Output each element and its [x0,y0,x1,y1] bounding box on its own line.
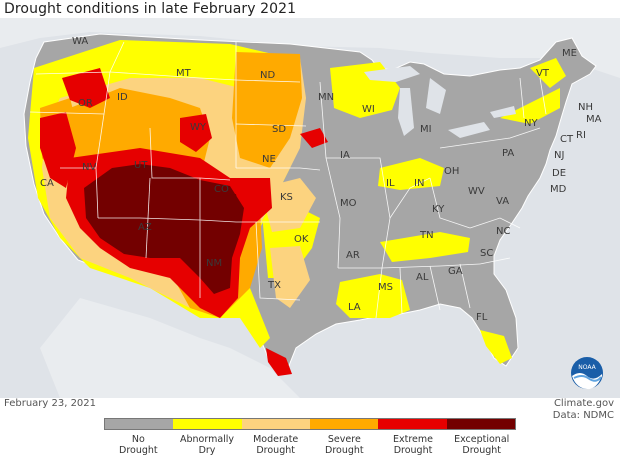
great-lakes [364,66,516,138]
state-label-pa: PA [502,148,514,159]
state-label-oh: OH [444,166,459,177]
state-label-tn: TN [419,230,434,241]
state-label-wi: WI [362,104,375,115]
legend-swatch-extreme [378,419,447,429]
legend-swatch-moderate [241,419,310,429]
svg-text:NOAA: NOAA [578,364,596,371]
state-label-nc: NC [496,226,510,237]
legend-label-no-drought: No Drought [119,434,158,456]
state-label-wv: WV [468,186,485,197]
state-label-ut: UT [134,160,148,171]
state-labels: WA OR CA ID NV MT WY UT AZ CO NM ND SD N… [40,36,602,323]
legend-label-extreme: Extreme Drought [393,434,434,456]
state-label-ga: GA [448,266,463,277]
drought-map: WA OR CA ID NV MT WY UT AZ CO NM ND SD N… [0,18,620,398]
state-label-id: ID [117,92,128,103]
state-label-ky: KY [432,204,445,215]
state-label-md: MD [550,184,567,195]
state-label-mi: MI [420,124,432,135]
state-label-nm: NM [206,258,222,269]
state-label-in: IN [414,178,424,189]
legend-swatches [104,418,516,430]
state-label-ia: IA [340,150,350,161]
state-label-ar: AR [346,250,360,261]
state-label-ma: MA [586,114,602,125]
state-label-ne: NE [262,154,276,165]
legend-swatch-no-drought [105,419,174,429]
state-label-sc: SC [480,248,493,259]
state-label-wa: WA [72,36,88,47]
mexico-land [40,298,300,398]
state-label-ok: OK [294,234,309,245]
map-title: Drought conditions in late February 2021 [4,1,297,17]
legend-labels: No Drought Abnormally Dry Moderate Droug… [104,434,516,456]
state-label-or: OR [78,98,93,109]
credit-block: Climate.gov Data: NDMC [553,398,614,422]
state-label-la: LA [348,302,361,313]
state-label-nd: ND [260,70,275,81]
canada-land [0,18,620,78]
drought-legend: No Drought Abnormally Dry Moderate Droug… [104,418,516,462]
state-label-nj: NJ [554,150,564,161]
state-label-tx: TX [267,280,281,291]
credit-data: Data: NDMC [552,410,614,421]
state-label-mn: MN [318,92,334,103]
state-label-ny: NY [524,118,538,129]
state-label-sd: SD [272,124,286,135]
legend-swatch-exceptional [446,419,515,429]
state-label-fl: FL [476,312,488,323]
state-label-co: CO [214,184,229,195]
state-label-nv: NV [82,162,96,173]
state-label-az: AZ [138,222,152,233]
state-label-mo: MO [340,198,357,209]
noaa-logo: NOAA [571,357,603,390]
state-label-wy: WY [190,122,207,133]
d4-areas [84,164,244,294]
state-label-vt: VT [536,68,550,79]
state-label-il: IL [386,178,395,189]
legend-label-moderate: Moderate Drought [253,434,299,456]
us-drought-map-svg: WA OR CA ID NV MT WY UT AZ CO NM ND SD N… [0,18,620,398]
credit-site: Climate.gov [553,398,614,409]
legend-label-abnormally-dry: Abnormally Dry [179,434,235,456]
state-label-ri: RI [576,130,586,141]
legend-label-exceptional: Exceptional Drought [454,434,510,456]
state-label-ks: KS [280,192,293,203]
state-label-va: VA [496,196,509,207]
state-label-al: AL [416,272,429,283]
state-borders [29,41,547,319]
legend-swatch-abnormally-dry [173,419,242,429]
state-label-ca: CA [40,178,54,189]
state-label-me: ME [562,48,577,59]
state-label-mt: MT [176,68,192,79]
state-label-ms: MS [378,282,393,293]
state-label-de: DE [552,168,566,179]
legend-label-severe: Severe Drought [325,434,364,456]
legend-swatch-severe [309,419,379,429]
state-label-nh: NH [578,102,593,113]
state-label-ct: CT [560,134,574,145]
data-date: February 23, 2021 [4,398,97,409]
